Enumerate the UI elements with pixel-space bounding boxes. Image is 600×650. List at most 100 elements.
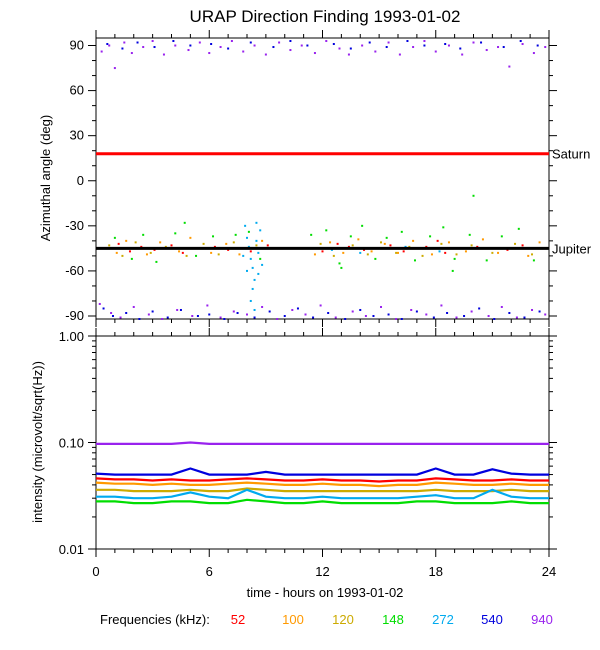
df-point-540 — [272, 46, 275, 49]
df-point-940 — [410, 308, 413, 311]
df-point-540 — [189, 44, 192, 47]
df-point-148 — [259, 257, 262, 260]
df-point-540 — [236, 311, 239, 314]
df-point-148 — [451, 269, 454, 272]
legend-entry-52: 52 — [231, 612, 245, 627]
df-point-940 — [110, 311, 113, 314]
df-point-120 — [149, 251, 152, 254]
df-point-272 — [246, 269, 248, 272]
df-point-940 — [108, 44, 111, 47]
df-point-940 — [380, 305, 383, 308]
df-point-940 — [232, 310, 235, 313]
df-point-100 — [342, 251, 345, 254]
df-point-940 — [395, 318, 398, 320]
top-plot-frame — [95, 37, 550, 320]
df-point-940 — [447, 44, 450, 47]
top-x-ticks — [95, 30, 550, 327]
top-y-tick-label: -90 — [65, 308, 84, 323]
df-point-540 — [444, 43, 447, 46]
legend-entry-120: 120 — [332, 612, 354, 627]
df-point-120 — [395, 251, 398, 254]
df-point-540 — [208, 313, 211, 316]
df-point-120 — [185, 254, 188, 257]
df-point-52 — [321, 250, 324, 253]
df-point-52 — [506, 248, 509, 251]
df-point-100 — [412, 239, 415, 242]
df-point-148 — [442, 226, 445, 229]
df-point-940 — [423, 40, 426, 43]
df-point-100 — [538, 241, 541, 244]
df-point-52 — [117, 242, 120, 245]
df-point-148 — [142, 233, 145, 236]
df-point-100 — [357, 238, 360, 241]
df-point-52 — [444, 251, 447, 254]
df-point-120 — [491, 251, 494, 254]
df-point-100 — [329, 241, 332, 244]
df-point-540 — [296, 307, 299, 310]
df-point-52 — [521, 244, 524, 247]
df-point-272 — [255, 239, 258, 242]
df-point-540 — [432, 316, 435, 319]
df-point-540 — [106, 43, 109, 46]
df-point-940 — [361, 44, 364, 47]
df-point-540 — [359, 308, 362, 311]
df-point-52 — [389, 244, 392, 247]
df-point-148 — [349, 235, 352, 238]
df-point-148 — [485, 259, 488, 262]
df-point-52 — [336, 242, 339, 245]
df-point-940 — [300, 44, 303, 47]
df-point-940 — [461, 53, 464, 56]
df-point-540 — [459, 47, 462, 50]
bottom-x-tick-label: 24 — [542, 564, 556, 579]
df-point-940 — [261, 305, 264, 308]
frequency-legend: Frequencies (kHz): 52 100 120 148 272 540 940 — [100, 612, 553, 627]
df-point-540 — [289, 40, 292, 43]
legend-entry-940: 940 — [531, 612, 553, 627]
df-point-120 — [531, 253, 534, 256]
df-point-940 — [187, 49, 190, 52]
df-point-940 — [219, 316, 222, 319]
df-point-940 — [319, 304, 322, 307]
df-point-940 — [130, 52, 133, 55]
df-point-940 — [500, 305, 503, 308]
df-point-940 — [176, 308, 179, 311]
df-point-148 — [130, 257, 133, 260]
df-point-148 — [183, 221, 186, 224]
df-point-272 — [359, 251, 362, 254]
df-point-120 — [332, 254, 335, 257]
df-point-272 — [253, 308, 256, 311]
df-point-540 — [400, 318, 403, 320]
df-point-148 — [374, 257, 377, 260]
df-point-940 — [191, 314, 194, 317]
df-point-272 — [251, 287, 254, 290]
df-point-540 — [349, 47, 352, 50]
df-point-120 — [380, 241, 383, 244]
df-point-120 — [351, 244, 354, 247]
df-point-540 — [306, 44, 309, 47]
df-point-940 — [132, 305, 135, 308]
df-point-940 — [544, 46, 547, 49]
df-point-120 — [255, 244, 258, 247]
df-point-540 — [138, 318, 141, 320]
df-point-940 — [487, 314, 490, 317]
df-point-100 — [159, 241, 162, 244]
df-point-540 — [493, 318, 496, 320]
df-point-540 — [415, 310, 418, 313]
df-point-540 — [538, 310, 541, 313]
df-point-540 — [478, 307, 481, 310]
df-point-940 — [206, 304, 209, 307]
df-point-940 — [278, 41, 281, 44]
df-point-540 — [423, 44, 426, 47]
df-point-940 — [119, 316, 122, 319]
df-point-540 — [406, 40, 409, 43]
df-point-148 — [338, 262, 341, 265]
df-point-940 — [123, 41, 126, 44]
df-point-272 — [249, 299, 252, 302]
df-point-940 — [304, 313, 307, 316]
df-point-540 — [502, 46, 505, 49]
df-point-940 — [470, 310, 473, 313]
df-point-540 — [536, 44, 539, 47]
bottom-x-tick-label: 0 — [92, 564, 99, 579]
